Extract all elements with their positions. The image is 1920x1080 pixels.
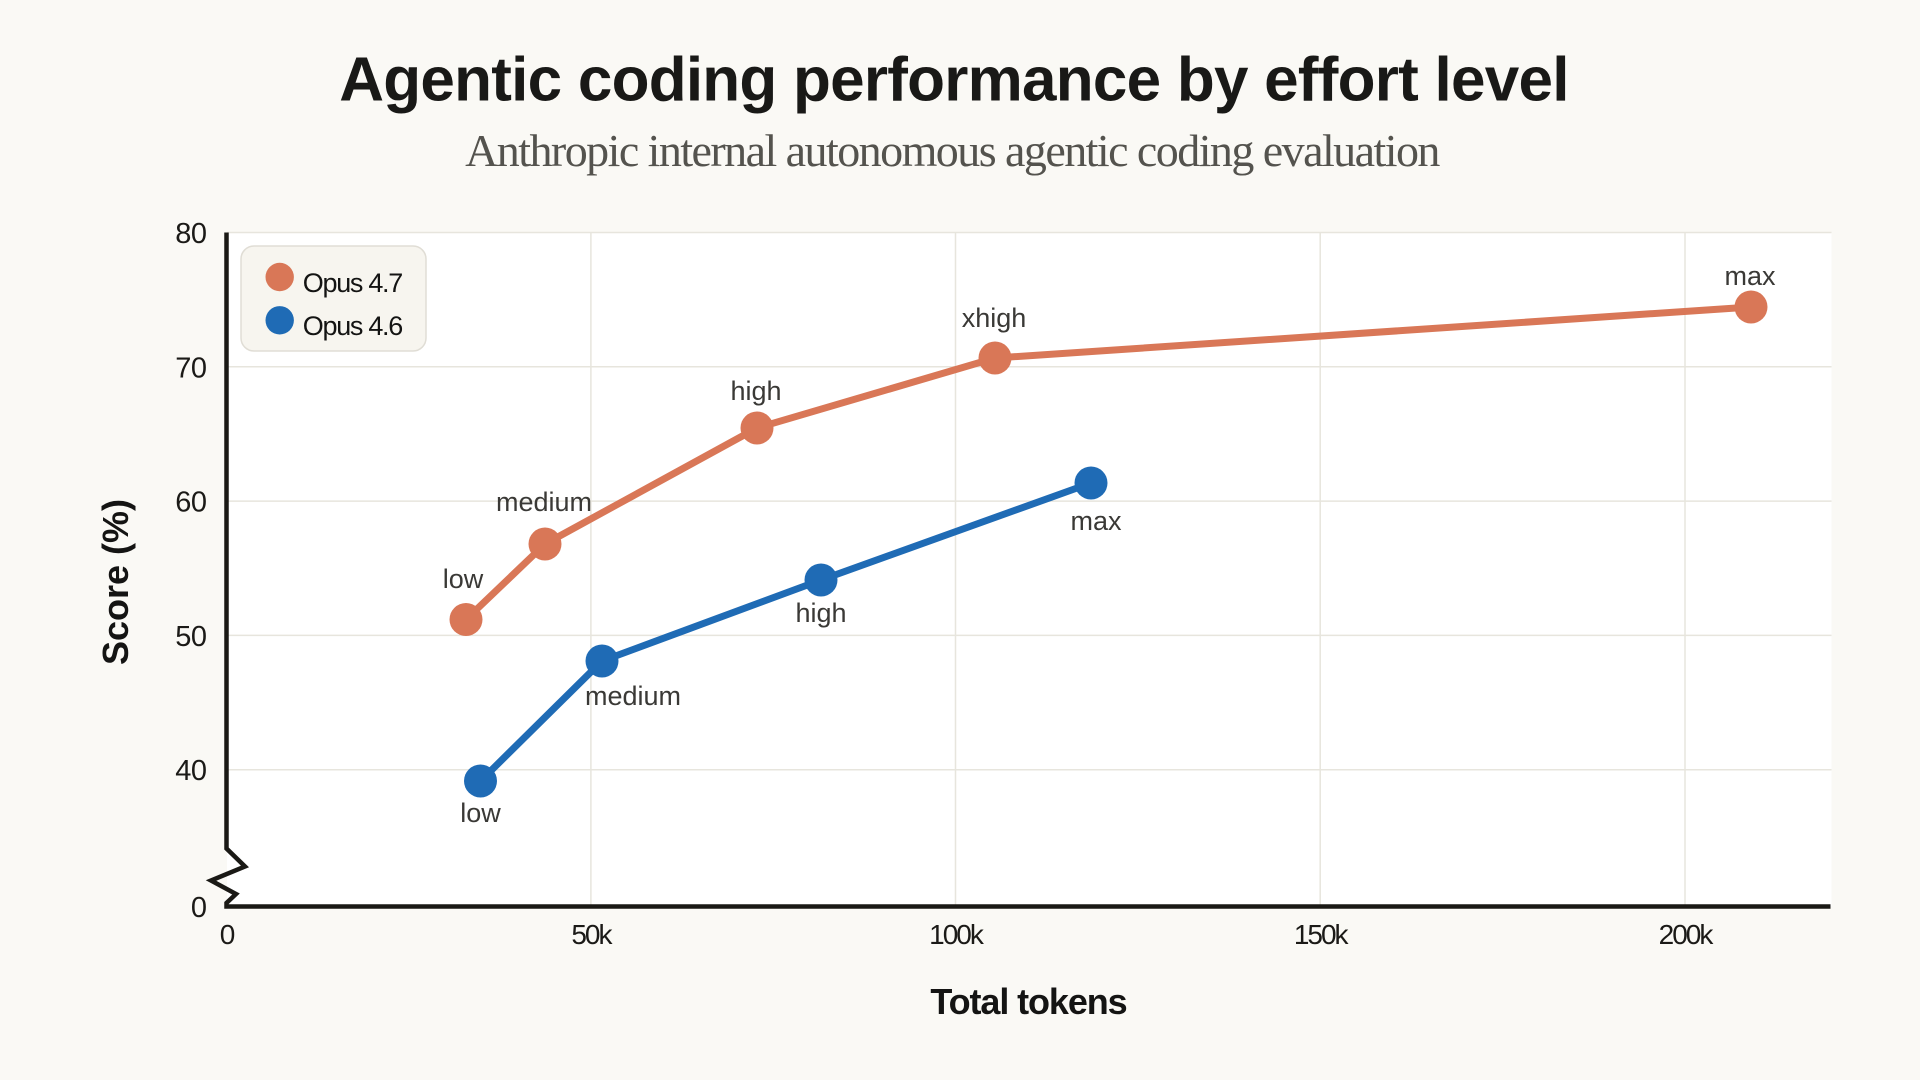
svg-text:high: high (795, 598, 846, 628)
svg-text:Score (%): Score (%) (95, 499, 136, 665)
svg-text:xhigh: xhigh (962, 303, 1027, 333)
svg-text:0: 0 (220, 919, 235, 950)
svg-text:200k: 200k (1659, 919, 1715, 950)
svg-text:70: 70 (175, 352, 206, 384)
svg-text:max: max (1724, 261, 1776, 291)
svg-text:Opus 4.7: Opus 4.7 (303, 268, 402, 298)
svg-text:60: 60 (175, 487, 206, 519)
svg-text:100k: 100k (929, 919, 985, 950)
svg-text:50: 50 (175, 621, 206, 653)
svg-text:medium: medium (496, 487, 592, 517)
svg-text:50k: 50k (571, 919, 613, 950)
svg-text:Anthropic internal autonomous: Anthropic internal autonomous agentic co… (465, 125, 1440, 176)
svg-text:medium: medium (585, 681, 681, 711)
svg-text:Opus 4.6: Opus 4.6 (303, 311, 402, 341)
svg-text:80: 80 (175, 218, 206, 250)
svg-text:150k: 150k (1294, 919, 1350, 950)
svg-text:low: low (460, 798, 501, 828)
svg-text:low: low (443, 564, 484, 594)
svg-text:high: high (730, 376, 781, 406)
svg-text:0: 0 (191, 892, 207, 924)
svg-text:Agentic coding performance by: Agentic coding performance by effort lev… (339, 46, 1568, 115)
svg-text:Total tokens: Total tokens (930, 981, 1126, 1022)
svg-text:40: 40 (175, 755, 206, 787)
svg-text:max: max (1070, 506, 1122, 536)
